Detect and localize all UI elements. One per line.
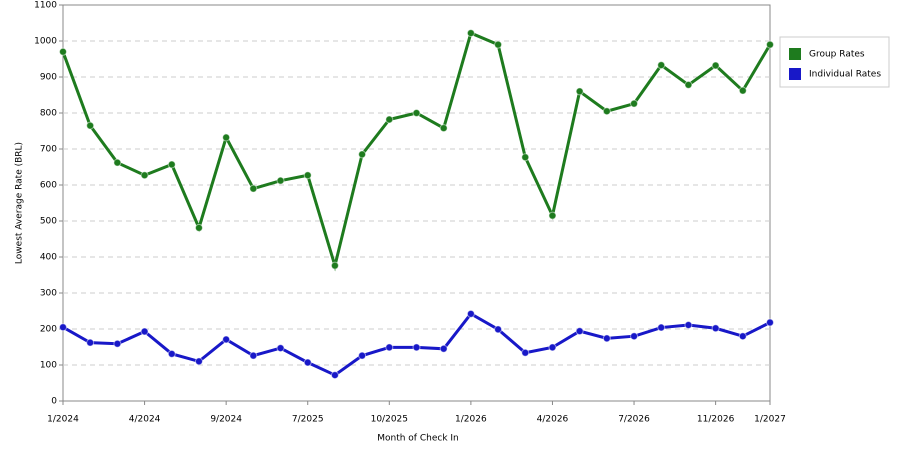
x-tick-label: 1/2026 — [455, 415, 487, 425]
data-point — [548, 343, 557, 352]
data-point — [684, 321, 693, 330]
data-point — [303, 358, 312, 367]
data-point — [521, 348, 530, 357]
data-point — [575, 327, 584, 336]
data-point — [657, 61, 666, 70]
y-tick-label: 500 — [40, 217, 57, 227]
y-tick-label: 100 — [40, 361, 57, 371]
x-axis-label: Month of Check In — [377, 434, 459, 444]
y-tick-label: 300 — [40, 289, 57, 299]
data-point — [194, 357, 203, 366]
y-tick-label: 1000 — [34, 37, 57, 47]
data-point — [602, 107, 611, 116]
y-tick-label: 200 — [40, 325, 57, 335]
legend-label: Group Rates — [809, 50, 865, 60]
legend-swatch — [789, 68, 801, 80]
data-point — [412, 109, 421, 117]
data-point — [59, 47, 67, 56]
data-point — [167, 349, 176, 358]
data-point — [330, 261, 339, 270]
x-tick-label: 7/2025 — [292, 415, 324, 425]
data-point — [194, 223, 203, 232]
data-point — [766, 318, 774, 327]
y-tick-label: 1100 — [34, 1, 57, 11]
data-point — [249, 351, 258, 360]
x-tick-label: 10/2025 — [371, 415, 408, 425]
y-axis-label: Lowest Average Rate (BRL) — [15, 142, 25, 264]
y-tick-label: 700 — [40, 145, 57, 155]
data-point — [276, 176, 285, 185]
data-point — [630, 332, 639, 341]
data-point — [711, 324, 720, 333]
data-point — [140, 171, 149, 180]
x-tick-label: 1/2027 — [754, 415, 786, 425]
x-tick-label: 1/2024 — [47, 415, 79, 425]
data-point — [385, 115, 394, 124]
data-point — [385, 343, 394, 352]
y-tick-label: 400 — [40, 253, 57, 263]
plot-frame — [62, 4, 771, 402]
data-point — [303, 171, 312, 180]
data-point — [684, 80, 693, 89]
data-point — [575, 87, 584, 96]
data-point — [358, 150, 367, 159]
data-point — [276, 344, 285, 353]
data-point — [602, 334, 611, 343]
data-point — [738, 86, 747, 95]
data-point — [86, 121, 95, 130]
data-point — [766, 40, 774, 49]
data-point — [657, 323, 666, 332]
data-point — [140, 327, 149, 336]
data-point — [521, 153, 530, 162]
data-point — [59, 323, 67, 332]
data-point — [738, 332, 747, 341]
data-point — [222, 335, 231, 344]
y-tick-label: 0 — [51, 397, 57, 407]
x-tick-label: 11/2026 — [697, 415, 735, 425]
data-point — [412, 343, 421, 352]
legend-label: Individual Rates — [809, 70, 881, 80]
data-point — [439, 344, 448, 353]
data-point — [113, 158, 122, 167]
data-point — [330, 371, 339, 380]
data-point — [466, 309, 475, 318]
x-tick-label: 4/2024 — [129, 415, 161, 425]
x-tick-label: 7/2026 — [618, 415, 650, 425]
data-point — [630, 99, 639, 108]
data-point — [548, 211, 557, 220]
data-point — [358, 351, 367, 360]
x-tick-label: 9/2024 — [210, 415, 242, 425]
legend-swatch — [789, 48, 801, 60]
data-point — [249, 184, 258, 193]
data-point — [494, 325, 503, 334]
data-point — [113, 339, 122, 348]
y-tick-label: 900 — [40, 73, 57, 83]
y-tick-label: 600 — [40, 181, 57, 191]
data-point — [711, 61, 720, 70]
data-point — [494, 40, 503, 49]
x-tick-label: 4/2026 — [537, 415, 569, 425]
y-tick-label: 800 — [40, 109, 57, 119]
data-point — [167, 160, 176, 169]
data-point — [222, 133, 231, 142]
data-point — [86, 338, 95, 347]
data-point — [466, 29, 475, 38]
data-point — [439, 124, 448, 133]
